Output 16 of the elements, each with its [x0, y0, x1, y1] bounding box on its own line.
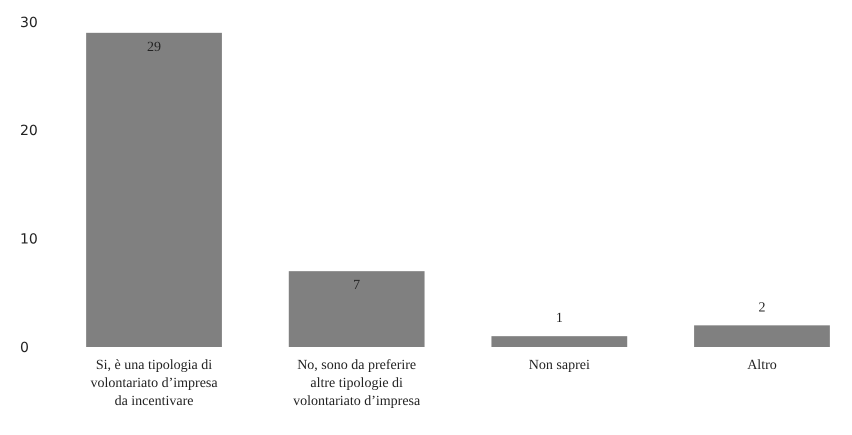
y-tick-label: 30 — [20, 14, 38, 31]
x-tick-label: Non saprei — [528, 358, 590, 373]
data-label: 2 — [758, 300, 766, 316]
data-label: 1 — [556, 311, 563, 326]
x-tick-label: No, sono da preferire altre tipologie di volontariato d’impresa — [293, 358, 422, 409]
x-tick-label: Si, è una tipologia di volontariato d’impresa da incentivare — [90, 358, 218, 409]
x-tick-label: Altro — [747, 358, 777, 373]
y-tick-label: 0 — [20, 340, 29, 356]
bar — [694, 325, 830, 347]
bar — [491, 336, 628, 347]
y-tick-label: 10 — [20, 232, 38, 248]
data-label: 7 — [353, 278, 360, 294]
data-label: 29 — [147, 40, 162, 55]
y-tick-label: 20 — [20, 123, 38, 140]
bar — [86, 32, 222, 347]
bar — [288, 271, 425, 347]
